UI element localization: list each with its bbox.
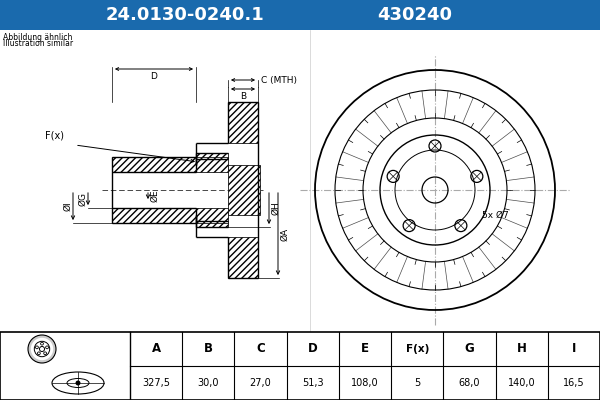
Text: 5: 5 (414, 378, 421, 388)
Text: 24.0130-0240.1: 24.0130-0240.1 (106, 6, 265, 24)
Text: E: E (361, 342, 369, 356)
Text: H: H (517, 342, 527, 356)
Text: ØE: ØE (150, 190, 159, 202)
Bar (0, 332, 600, 400)
Bar (0, 0, 600, 30)
Text: ØH: ØH (271, 202, 280, 215)
Text: 68,0: 68,0 (458, 378, 480, 388)
Bar (112, 157, 228, 172)
Bar (228, 237, 258, 278)
Text: 27,0: 27,0 (250, 378, 271, 388)
Text: ØA: ØA (280, 228, 289, 240)
Bar (112, 208, 228, 223)
Text: I: I (572, 342, 576, 356)
Text: 16,5: 16,5 (563, 378, 585, 388)
Bar (228, 102, 258, 143)
Bar (196, 153, 228, 159)
Wedge shape (28, 335, 56, 363)
Text: C: C (256, 342, 265, 356)
Text: C (MTH): C (MTH) (261, 76, 297, 84)
Text: 140,0: 140,0 (508, 378, 535, 388)
Text: 327,5: 327,5 (142, 378, 170, 388)
Text: A: A (152, 342, 161, 356)
Text: F(x): F(x) (46, 130, 65, 140)
Text: 430240: 430240 (377, 6, 452, 24)
Text: 108,0: 108,0 (351, 378, 379, 388)
Text: 51,3: 51,3 (302, 378, 323, 388)
Text: Illustration similar: Illustration similar (3, 39, 73, 48)
Text: D: D (308, 342, 317, 356)
Text: 30,0: 30,0 (197, 378, 219, 388)
Text: ØG: ØG (78, 192, 87, 206)
Bar (228, 165, 260, 215)
Text: B: B (204, 342, 213, 356)
Text: ØI: ØI (63, 202, 72, 211)
Text: F(x): F(x) (406, 344, 429, 354)
Text: G: G (464, 342, 475, 356)
Text: D: D (151, 72, 157, 81)
Text: B: B (240, 92, 246, 101)
Bar (196, 221, 228, 227)
Circle shape (76, 380, 80, 386)
Text: Abbildung ähnlich: Abbildung ähnlich (3, 33, 73, 42)
Text: 5x Ø7: 5x Ø7 (482, 210, 509, 220)
